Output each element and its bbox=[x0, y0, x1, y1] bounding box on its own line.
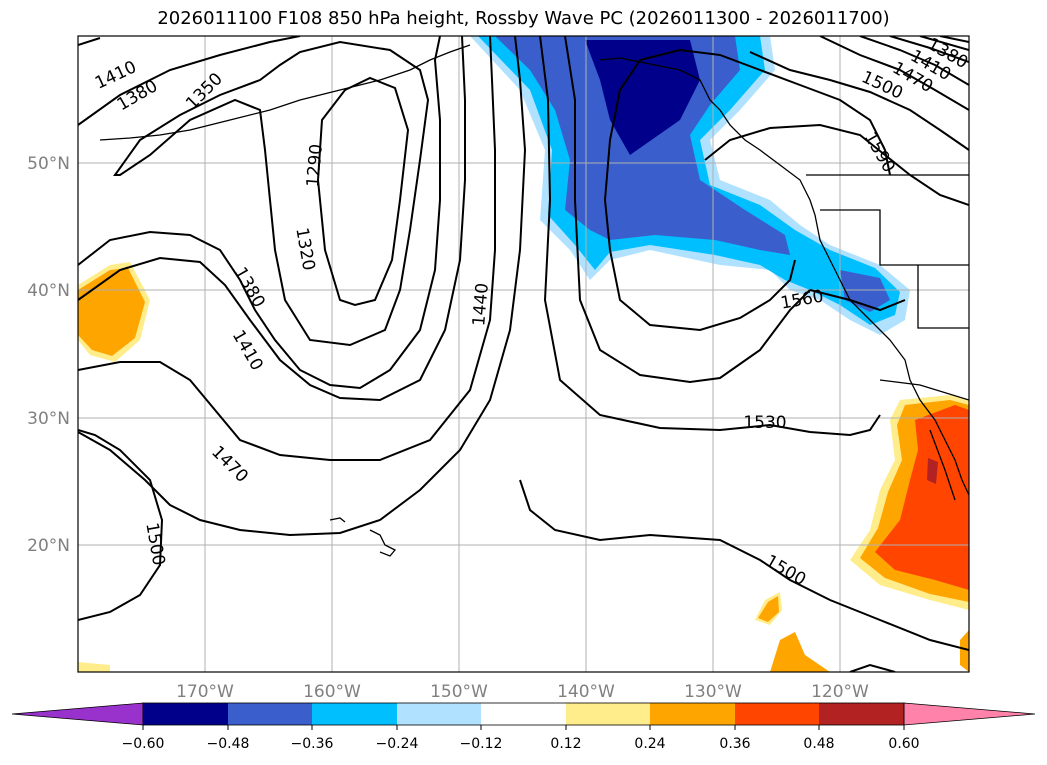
contour-label: 1530 bbox=[743, 413, 786, 433]
lon-label: 150°W bbox=[430, 682, 488, 702]
colorbar-segment bbox=[143, 703, 228, 725]
colorbar-tick-label: 0.24 bbox=[634, 736, 665, 752]
colorbar-segment bbox=[650, 703, 735, 725]
height-contours bbox=[78, 36, 969, 672]
map-title: 2026011100 F108 850 hPa height, Rossby W… bbox=[157, 8, 890, 29]
lon-label: 170°W bbox=[176, 682, 234, 702]
colorbar-tick-label: −0.24 bbox=[376, 736, 419, 752]
colorbar-tick-label: 0.12 bbox=[550, 736, 581, 752]
colorbar-extend-max bbox=[903, 702, 1036, 726]
map-frame bbox=[77, 35, 970, 673]
colorbar-segment bbox=[819, 703, 904, 725]
lon-label: 140°W bbox=[557, 682, 615, 702]
lat-label: 40°N bbox=[27, 281, 70, 301]
negative-anomaly-shading bbox=[470, 36, 910, 335]
colorbar-segment bbox=[735, 703, 819, 725]
colorbar-extend-min bbox=[11, 702, 144, 726]
map-area: 1410 1380 1350 1290 1320 1380 1410 1470 … bbox=[78, 36, 969, 672]
lon-label: 160°W bbox=[303, 682, 361, 702]
latitude-labels: 50°N 40°N 30°N 20°N bbox=[27, 154, 70, 556]
colorbar-segment bbox=[312, 703, 397, 725]
lon-label: 120°W bbox=[811, 682, 869, 702]
lat-label: 30°N bbox=[27, 409, 70, 429]
contour-label: 1440 bbox=[469, 282, 493, 327]
colorbar-tick-label: −0.12 bbox=[460, 736, 503, 752]
colorbar-tick-label: −0.48 bbox=[207, 736, 250, 752]
lon-label: 130°W bbox=[684, 682, 742, 702]
coastlines bbox=[99, 44, 969, 557]
colorbar-tick-label: 0.48 bbox=[803, 736, 834, 752]
colorbar-tick-label: 0.36 bbox=[719, 736, 750, 752]
colorbar-tick-label: −0.36 bbox=[291, 736, 334, 752]
colorbar-segment bbox=[228, 703, 312, 725]
colorbar-segment bbox=[566, 703, 650, 725]
colorbar-segment bbox=[481, 703, 566, 725]
contour-label: 1290 bbox=[303, 143, 327, 188]
colorbar: −0.60 −0.48 −0.36 −0.24 −0.12 0.12 0.24 … bbox=[11, 702, 1036, 752]
lat-label: 50°N bbox=[27, 154, 70, 174]
lat-label: 20°N bbox=[27, 536, 70, 556]
colorbar-tick-label: 0.60 bbox=[888, 736, 919, 752]
longitude-labels: 170°W 160°W 150°W 140°W 130°W 120°W bbox=[176, 682, 869, 702]
colorbar-tick-label: −0.60 bbox=[122, 736, 165, 752]
colorbar-segment bbox=[397, 703, 481, 725]
